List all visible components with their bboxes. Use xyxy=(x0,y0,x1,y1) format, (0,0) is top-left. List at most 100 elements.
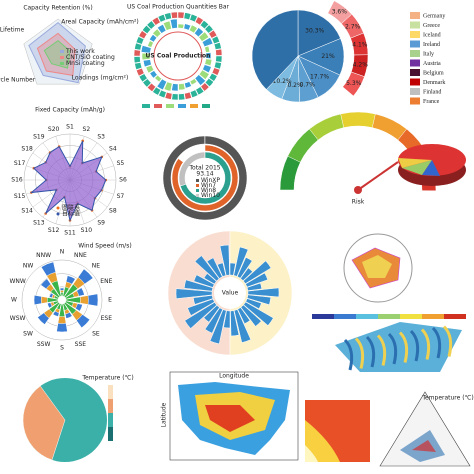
slice-label: 10.2% xyxy=(273,78,292,85)
radar-axis: Lifetime xyxy=(0,27,24,34)
spoke-label: S8 xyxy=(109,208,117,215)
bar xyxy=(223,310,231,329)
wedge xyxy=(211,35,220,45)
legend-swatch xyxy=(410,12,420,19)
slice xyxy=(422,160,440,176)
wedge xyxy=(177,11,185,19)
radar-grid xyxy=(23,18,93,85)
bar xyxy=(236,257,253,279)
contour xyxy=(305,420,340,462)
wedge xyxy=(142,24,152,35)
wedge xyxy=(170,18,178,29)
wedge xyxy=(138,30,148,40)
colorbar xyxy=(444,314,466,319)
wedge xyxy=(198,31,210,42)
band xyxy=(387,332,398,365)
ternary-frame xyxy=(379,391,471,467)
wedge xyxy=(195,86,205,96)
direction-label: ENE xyxy=(100,278,112,285)
wedge xyxy=(152,28,162,38)
wedge xyxy=(204,24,214,34)
legend-entry: Denmark xyxy=(423,80,445,86)
legend-entry: Finland xyxy=(423,89,441,95)
wedge xyxy=(138,73,148,83)
legend-swatch xyxy=(410,40,420,48)
wedge xyxy=(183,23,192,31)
radar-title: Capacity Retention (%) xyxy=(23,5,92,12)
wedge xyxy=(213,61,222,70)
colorbar xyxy=(356,314,378,319)
colorbar xyxy=(108,427,113,441)
legend-title: Wind Speed (m/s) xyxy=(78,243,131,250)
spoke-label: S1 xyxy=(66,124,74,131)
wedge xyxy=(183,12,192,21)
band xyxy=(376,334,387,366)
wedge xyxy=(171,93,179,101)
wedge xyxy=(208,72,218,82)
legend-swatch xyxy=(142,104,150,108)
legend-swatch xyxy=(60,56,64,59)
wedge xyxy=(164,91,173,100)
direction-label: SW xyxy=(23,330,33,337)
radar-axis: Cycle Number xyxy=(0,77,36,84)
polar-grid xyxy=(21,259,103,341)
wedge xyxy=(157,24,167,34)
slice-label: 4.1% xyxy=(352,42,368,49)
bar xyxy=(194,255,220,282)
spoke-label: S11 xyxy=(64,230,76,237)
legend-swatch xyxy=(196,194,199,197)
colorbar xyxy=(108,413,113,427)
wedge xyxy=(194,74,206,86)
wedge xyxy=(189,24,198,34)
legend-swatch xyxy=(154,104,162,108)
wedge xyxy=(189,89,199,98)
colorbar xyxy=(422,314,444,319)
contour xyxy=(305,445,318,462)
spoke-label: S4 xyxy=(109,145,117,152)
direction-label: SE xyxy=(92,330,100,337)
wedge xyxy=(151,16,161,26)
bar xyxy=(245,298,262,310)
center xyxy=(214,277,246,309)
wedge xyxy=(184,91,192,100)
legend-swatch xyxy=(60,50,64,53)
bar xyxy=(240,304,262,327)
wedge xyxy=(164,12,172,21)
spoke-label: S20 xyxy=(48,126,60,133)
needle xyxy=(357,161,399,191)
legend-swatch xyxy=(60,62,64,65)
colorbar xyxy=(312,314,334,319)
direction-label: SSW xyxy=(37,341,51,348)
colorbar xyxy=(400,314,422,319)
wedge xyxy=(170,11,178,19)
direction-label: SSE xyxy=(75,341,87,348)
hub xyxy=(354,186,362,194)
legend-swatch xyxy=(410,88,420,95)
wedge xyxy=(134,62,143,70)
direction-label: NNE xyxy=(74,252,87,259)
wedge xyxy=(162,135,248,221)
wedge xyxy=(149,70,158,79)
wedge xyxy=(134,42,143,51)
ring xyxy=(153,31,203,81)
legend-entry: Austria xyxy=(423,61,441,67)
wedge xyxy=(146,82,157,92)
wedge xyxy=(178,151,206,187)
legend-entry: This work xyxy=(65,48,95,55)
band xyxy=(442,325,453,357)
center-label: Value xyxy=(222,290,239,297)
wedge xyxy=(178,93,186,101)
direction-label: W xyxy=(11,297,17,304)
wedge xyxy=(204,45,211,53)
legend-entry: Win8 xyxy=(201,187,216,194)
wedge xyxy=(189,13,198,23)
bar xyxy=(229,262,236,276)
center-label: Total 2015 xyxy=(188,165,220,172)
wedge xyxy=(140,45,152,54)
wedge xyxy=(147,40,154,48)
bar xyxy=(187,298,215,316)
bar xyxy=(245,272,269,288)
bar xyxy=(193,274,215,288)
legend-entry: Belgium xyxy=(423,70,444,76)
